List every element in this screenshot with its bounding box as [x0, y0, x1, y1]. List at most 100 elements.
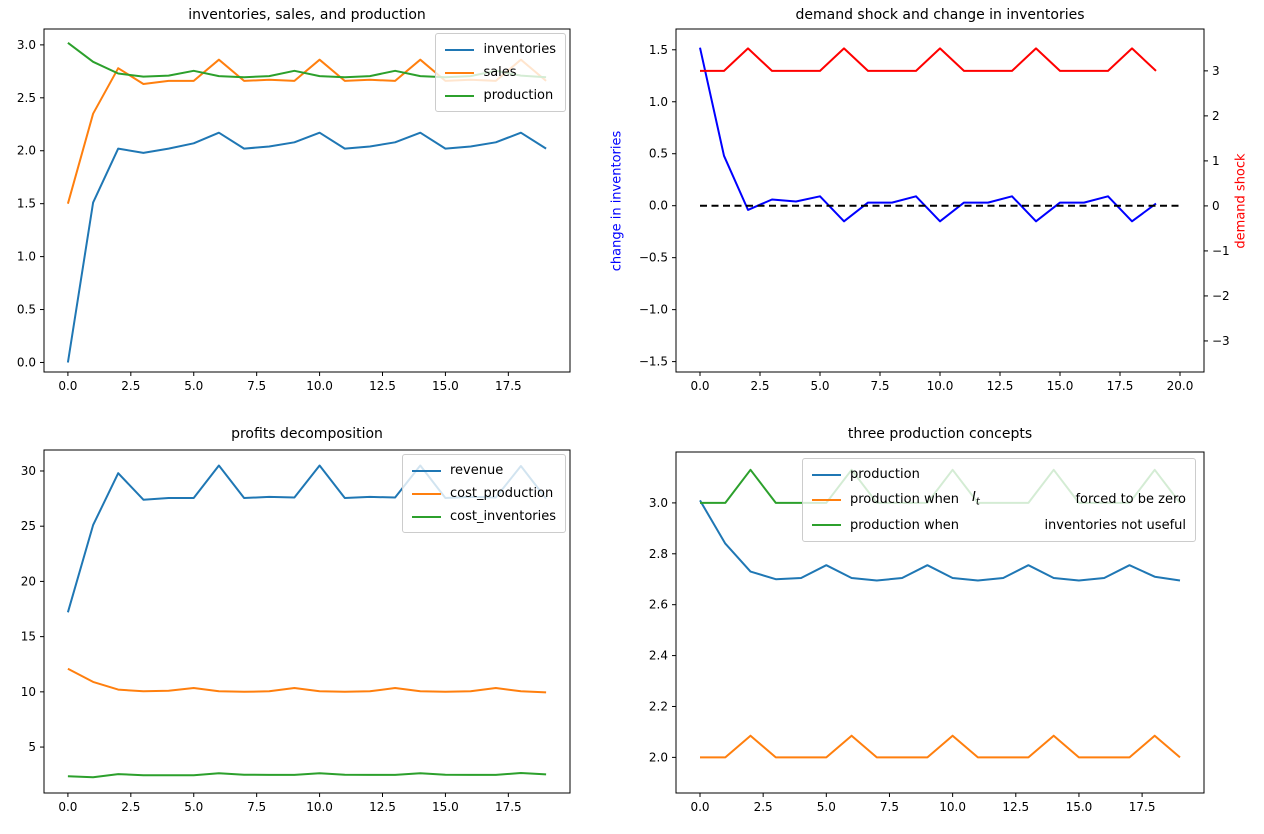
x-tick-label: 5.0: [184, 800, 203, 814]
y-tick-right-label: −1: [1212, 244, 1230, 258]
cost-production-line-swatch: [411, 492, 441, 495]
production-line: [699, 499, 1181, 582]
x-tick-label: 12.5: [369, 800, 396, 814]
y-tick-label: 2.0: [17, 144, 36, 158]
x-tick-label: 17.5: [495, 379, 522, 393]
x-tick-label: 0.0: [58, 379, 77, 393]
sales-line-swatch: [445, 71, 475, 74]
x-tick-label: 0.0: [690, 379, 709, 393]
x-tick-label: 5.0: [184, 379, 203, 393]
x-tick-label: 10.0: [306, 800, 333, 814]
legend-item: cost_inventories: [411, 508, 556, 525]
y-tick-label: 0.0: [17, 355, 36, 369]
x-tick-label: 15.0: [432, 379, 459, 393]
math-var-It: It: [972, 490, 980, 508]
y-tick-label: 25: [21, 519, 36, 533]
axes-frame: [675, 28, 1205, 373]
y-tick-label: 2.0: [649, 750, 668, 764]
production when I_t forced to be zero-line: [700, 734, 1181, 759]
legend-label: sales: [483, 65, 517, 80]
y-tick-label: 15: [21, 630, 36, 644]
subplot4-legend: production production when It forced to …: [802, 458, 1196, 542]
demand shock-line: [700, 47, 1157, 72]
y-tick-right-label: 1: [1212, 154, 1220, 168]
y-tick-label: 0.5: [649, 147, 668, 161]
axes-frame: [675, 451, 1205, 794]
inventories-line: [66, 131, 547, 363]
legend-item: production when It forced to be zero: [812, 489, 1186, 511]
x-tick-label: 7.5: [870, 379, 889, 393]
axes-frame: [43, 28, 571, 373]
y-tick-label: 30: [21, 464, 36, 478]
x-tick-label: 12.5: [987, 379, 1014, 393]
cost_inventories-line: [67, 772, 547, 779]
x-tick-label: 7.5: [880, 800, 899, 814]
revenue-line-swatch: [411, 469, 441, 472]
legend-label: production: [850, 467, 920, 482]
y-tick-right-label: −2: [1212, 289, 1230, 303]
production-zero-inventory-line-swatch: [812, 498, 841, 501]
y-tick-label: 0.5: [17, 303, 36, 317]
legend-item: inventories: [445, 41, 556, 58]
legend-label-right: forced to be zero: [1075, 492, 1186, 508]
y-tick-label: 2.5: [17, 91, 36, 105]
subplot2-title: demand shock and change in inventories: [795, 7, 1085, 23]
legend-label: production when: [850, 492, 960, 508]
y-tick-label: 0.0: [649, 199, 668, 213]
legend-item: cost_production: [411, 485, 556, 502]
x-tick-label: 2.5: [750, 379, 769, 393]
y-tick-label: 3.0: [649, 496, 668, 510]
y-tick-label: 2.6: [649, 598, 668, 612]
x-tick-label: 2.5: [754, 800, 773, 814]
y-tick-right-label: 0: [1212, 199, 1220, 213]
y-tick-label: 1.0: [649, 95, 668, 109]
x-tick-label: 15.0: [1066, 800, 1093, 814]
subplot1-title: inventories, sales, and production: [188, 7, 426, 23]
x-tick-label: 5.0: [810, 379, 829, 393]
x-tick-label: 12.5: [1002, 800, 1029, 814]
subplot2-ylabel-left: change in inventories: [609, 130, 625, 272]
y-tick-right-label: −3: [1212, 334, 1230, 348]
x-tick-label: 2.5: [121, 800, 140, 814]
legend-label: production when: [850, 517, 960, 533]
y-tick-label: 20: [21, 574, 36, 588]
subplot1-legend: inventories sales production: [435, 33, 566, 112]
change in inventories-line: [699, 47, 1157, 223]
production-line-swatch: [812, 473, 841, 476]
y-tick-label: −1.0: [639, 303, 668, 317]
axes-frame: [43, 449, 571, 794]
x-tick-label: 20.0: [1167, 379, 1194, 393]
x-tick-label: 2.5: [121, 379, 140, 393]
subplot2-ylabel-right: demand shock: [1233, 153, 1249, 249]
y-tick-right-label: 3: [1212, 64, 1220, 78]
inventories-line-swatch: [445, 48, 475, 51]
y-tick-label: 10: [21, 685, 36, 699]
x-tick-label: 0.0: [58, 800, 77, 814]
subplot3-title: profits decomposition: [231, 426, 383, 442]
legend-label: cost_production: [449, 486, 554, 501]
legend-item: revenue: [411, 462, 556, 479]
x-tick-label: 10.0: [306, 379, 333, 393]
x-tick-label: 12.5: [369, 379, 396, 393]
y-tick-label: 2.4: [649, 649, 668, 663]
y-tick-label: 1.0: [17, 250, 36, 264]
legend-item: sales: [445, 64, 556, 81]
legend-label: inventories: [483, 42, 556, 57]
x-tick-label: 15.0: [1047, 379, 1074, 393]
legend-label: production: [483, 88, 554, 103]
y-tick-label: 3.0: [17, 38, 36, 52]
legend-label-right: inventories not useful: [1044, 517, 1186, 533]
x-tick-label: 15.0: [432, 800, 459, 814]
production-no-inventory-use-line-swatch: [812, 524, 841, 527]
subplot4-title: three production concepts: [847, 426, 1033, 442]
x-tick-label: 17.5: [1129, 800, 1156, 814]
y-tick-right-label: 2: [1212, 109, 1220, 123]
x-tick-label: 7.5: [247, 379, 266, 393]
y-tick-label: 5: [28, 740, 36, 754]
x-tick-label: 5.0: [817, 800, 836, 814]
y-tick-label: 2.8: [649, 547, 668, 561]
cost-inventories-line-swatch: [411, 515, 441, 518]
y-tick-label: 1.5: [17, 197, 36, 211]
